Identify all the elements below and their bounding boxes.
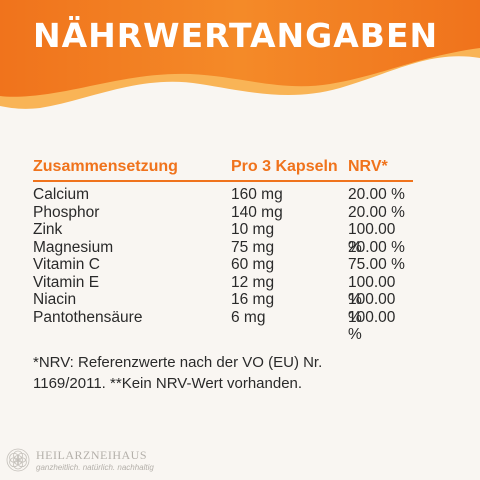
nutrient-nrv: 75.00 % bbox=[348, 256, 405, 273]
nutrient-name: Vitamin C bbox=[33, 256, 100, 273]
nutrient-nrv: 20.00 % bbox=[348, 186, 405, 203]
footnote-line: *NRV: Referenzwerte nach der VO (EU) Nr. bbox=[33, 354, 323, 371]
nutrient-amount: 10 mg bbox=[231, 221, 275, 238]
nutrient-nrv: 100.00 % bbox=[348, 308, 396, 344]
nutrient-name: Niacin bbox=[33, 291, 77, 308]
table-row: Calcium 160 mg 20.00 % bbox=[33, 186, 413, 204]
table-row: Phosphor 140 mg 20.00 % bbox=[33, 204, 413, 222]
nutrient-name: Vitamin E bbox=[33, 273, 100, 291]
table-row: Vitamin E 12 mg 100.00 % bbox=[33, 273, 413, 309]
nutrient-amount: 160 mg bbox=[231, 186, 283, 203]
brand-tagline: ganzheitlich. natürlich. nachhaltig bbox=[36, 463, 154, 472]
nutrient-name: Zink bbox=[33, 221, 63, 238]
nutrient-nrv: 20.00 % bbox=[348, 238, 405, 256]
column-header-nrv: NRV* bbox=[348, 158, 388, 175]
table-row: Magnesium 75 mg 20.00 % bbox=[33, 239, 413, 257]
table-row: Vitamin C 60 mg 75.00 % bbox=[33, 256, 413, 274]
banner-wave-graphic bbox=[0, 0, 480, 109]
nutrient-nrv: 100.00 % bbox=[348, 221, 396, 256]
nutrient-amount: 16 mg bbox=[231, 291, 275, 308]
nutrient-amount: 60 mg bbox=[231, 256, 275, 273]
nutrient-amount: 6 mg bbox=[231, 308, 266, 326]
nutrient-amount: 140 mg bbox=[231, 203, 283, 221]
nutrient-name: Magnesium bbox=[33, 238, 114, 256]
table-body: Calcium 160 mg 20.00 % Phosphor 140 mg 2… bbox=[33, 182, 413, 344]
nutrient-name: Calcium bbox=[33, 186, 89, 203]
page-title: NÄHRWERTANGABEN bbox=[33, 16, 439, 55]
table-row: Zink 10 mg 100.00 % bbox=[33, 221, 413, 256]
flower-of-life-icon bbox=[6, 448, 30, 472]
brand-name: HEILARZNEIHAUS bbox=[36, 448, 147, 462]
nutrient-nrv: 20.00 % bbox=[348, 203, 405, 221]
column-header-composition: Zusammensetzung bbox=[33, 158, 178, 175]
footnote: *NRV: Referenzwerte nach der VO (EU) Nr.… bbox=[33, 352, 423, 394]
nutrient-name: Pantothensäure bbox=[33, 308, 143, 326]
nutrient-nrv: 100.00 % bbox=[348, 291, 396, 326]
nutrient-name: Phosphor bbox=[33, 203, 100, 221]
table-row: Niacin 16 mg 100.00 % bbox=[33, 291, 413, 326]
nutrition-table: Zusammensetzung Pro 3 Kapseln NRV* Calci… bbox=[33, 158, 413, 344]
nutrient-amount: 12 mg bbox=[231, 273, 275, 291]
column-header-amount: Pro 3 Kapseln bbox=[231, 158, 338, 175]
brand-logo-block: HEILARZNEIHAUS ganzheitlich. natürlich. … bbox=[6, 448, 154, 472]
footnote-line: 1169/2011. **Kein NRV-Wert vorhanden. bbox=[33, 375, 303, 392]
header-banner: NÄHRWERTANGABEN bbox=[0, 0, 480, 120]
table-row: Pantothensäure 6 mg 100.00 % bbox=[33, 308, 413, 344]
brand-text: HEILARZNEIHAUS ganzheitlich. natürlich. … bbox=[36, 448, 154, 472]
nutrient-amount: 75 mg bbox=[231, 238, 275, 256]
table-header: Zusammensetzung Pro 3 Kapseln NRV* bbox=[33, 158, 413, 182]
nutrient-nrv: 100.00 % bbox=[348, 273, 396, 309]
